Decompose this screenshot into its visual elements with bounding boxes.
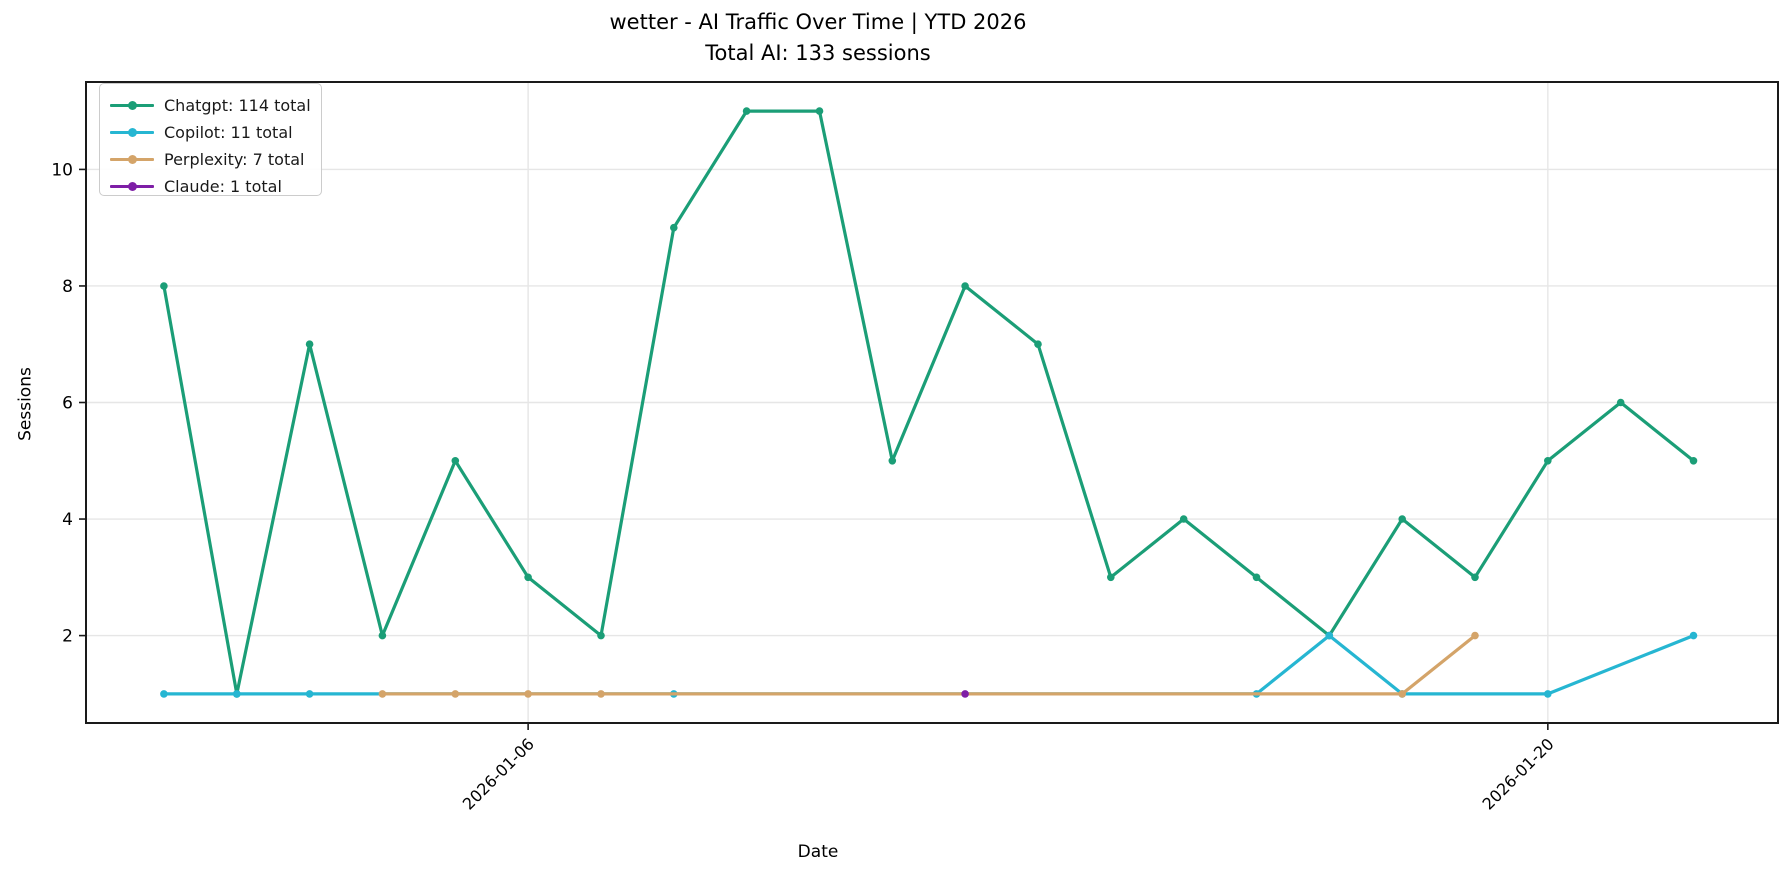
series-marker-perplexity — [597, 690, 605, 698]
legend: Chatgpt: 114 total Copilot: 11 total Per… — [99, 83, 322, 196]
series-marker-chatgpt — [1034, 340, 1042, 349]
series-marker-chatgpt — [742, 107, 751, 115]
legend-item-perplexity: Perplexity: 7 total — [110, 146, 321, 173]
series-marker-chatgpt — [378, 631, 387, 640]
series-marker-chatgpt — [451, 457, 460, 465]
y-axis-label: Sessions — [15, 367, 36, 441]
series-marker-chatgpt — [888, 457, 897, 465]
legend-label-chatgpt: Chatgpt: 114 total — [164, 96, 311, 115]
chart-title: wetter - AI Traffic Over Time | YTD 2026 — [609, 10, 1027, 34]
series-marker-chatgpt — [524, 573, 532, 582]
series-marker-claude — [961, 690, 969, 698]
copilot-line-swatch — [110, 119, 154, 146]
series-marker-chatgpt — [1179, 515, 1188, 523]
x-tick-label: 2026-01-20 — [1478, 734, 1557, 813]
series-line-perplexity — [380, 634, 1477, 696]
legend-item-chatgpt: Chatgpt: 114 total — [110, 92, 321, 119]
series-marker-chatgpt — [1252, 573, 1261, 582]
chart-subtitle: Total AI: 133 sessions — [705, 41, 931, 65]
series-marker-chatgpt — [305, 340, 314, 349]
series-marker-chatgpt — [1544, 457, 1552, 465]
series-marker-copilot — [1544, 690, 1552, 698]
series-marker-perplexity — [378, 690, 387, 698]
series-marker-perplexity — [451, 690, 460, 698]
chatgpt-line-swatch — [110, 92, 154, 119]
series-marker-copilot — [233, 690, 241, 698]
claude-line-swatch — [110, 173, 154, 200]
legend-label-claude: Claude: 1 total — [164, 177, 282, 196]
series-marker-chatgpt — [1107, 573, 1115, 582]
y-tick-label: 10 — [51, 160, 73, 180]
series-marker-copilot — [1325, 631, 1334, 640]
y-tick-label: 6 — [62, 394, 73, 414]
series-marker-perplexity — [1398, 690, 1406, 698]
series-marker-chatgpt — [670, 223, 678, 232]
y-tick-label: 4 — [62, 510, 73, 530]
x-axis-label: Date — [797, 842, 839, 862]
series-marker-chatgpt — [160, 282, 168, 290]
legend-item-copilot: Copilot: 11 total — [110, 119, 321, 146]
series-marker-chatgpt — [597, 631, 605, 640]
series-marker-perplexity — [524, 690, 532, 698]
series-line-chatgpt — [162, 109, 1696, 696]
series-marker-chatgpt — [1471, 573, 1479, 582]
series-marker-chatgpt — [1616, 398, 1625, 407]
legend-item-claude: Claude: 1 total — [110, 173, 321, 200]
legend-label-copilot: Copilot: 11 total — [164, 123, 293, 142]
series-marker-chatgpt — [1398, 515, 1406, 523]
series-marker-chatgpt — [815, 107, 824, 115]
perplexity-line-swatch — [110, 146, 154, 173]
series-marker-copilot — [1689, 631, 1698, 640]
series-marker-chatgpt — [1689, 457, 1698, 465]
x-tick-label: 2026-01-06 — [459, 734, 538, 813]
legend-label-perplexity: Perplexity: 7 total — [164, 150, 305, 169]
series-marker-chatgpt — [961, 282, 969, 290]
y-tick-label: 8 — [62, 277, 73, 297]
series-marker-copilot — [160, 690, 168, 698]
series-marker-perplexity — [1471, 631, 1479, 640]
y-tick-label: 2 — [62, 627, 73, 647]
series-marker-copilot — [305, 690, 314, 698]
